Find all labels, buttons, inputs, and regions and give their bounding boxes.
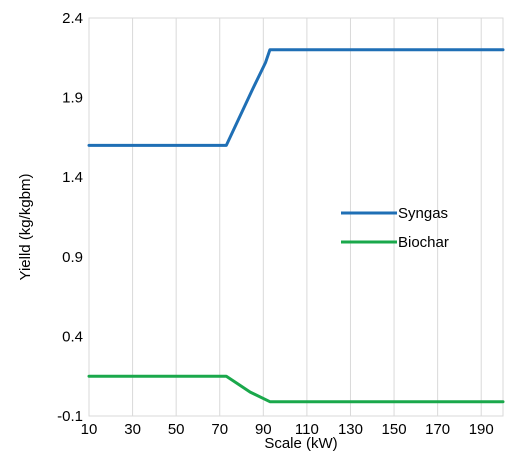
plot-area [88, 17, 504, 417]
x-axis-label: Scale (kW) [264, 435, 337, 452]
legend: Syngas Biochar [341, 205, 449, 251]
y-tick-label: 0.9 [62, 249, 83, 266]
legend-label-syngas: Syngas [398, 205, 448, 222]
x-axis-ticks: 10 30 50 70 90 110 130 150 170 190 [81, 421, 494, 438]
x-tick-label: 90 [255, 421, 272, 438]
x-tick-label: 130 [338, 421, 363, 438]
x-tick-label: 170 [425, 421, 450, 438]
y-tick-label: 2.4 [62, 10, 83, 27]
y-axis-label: Yielld (kg/kgbm) [17, 174, 34, 281]
y-axis-ticks: -0.1 0.4 0.9 1.4 1.9 2.4 [57, 10, 83, 425]
y-tick-label: 1.9 [62, 90, 83, 107]
x-tick-label: 10 [81, 421, 98, 438]
x-tick-label: 150 [382, 421, 407, 438]
series-line-biochar [87, 374, 505, 404]
x-tick-label: 110 [295, 421, 319, 438]
series-lines [87, 48, 505, 404]
y-tick-label: -0.1 [57, 408, 83, 425]
legend-label-biochar: Biochar [398, 234, 449, 251]
x-tick-label: 30 [124, 421, 141, 438]
x-tick-label: 70 [211, 421, 228, 438]
x-tick-label: 50 [168, 421, 185, 438]
series-line-syngas [87, 48, 505, 147]
y-tick-label: 1.4 [62, 169, 83, 186]
x-tick-label: 190 [469, 421, 494, 438]
y-tick-label: 0.4 [62, 328, 83, 345]
